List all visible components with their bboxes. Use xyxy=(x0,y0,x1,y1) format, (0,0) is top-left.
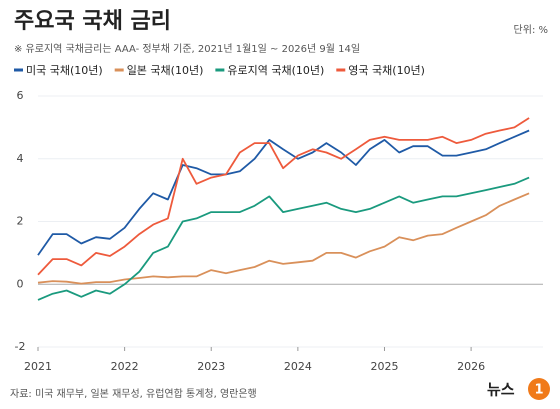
series-line xyxy=(37,117,530,276)
y-tick-label: -2 xyxy=(15,340,26,353)
x-tick-label: 2025 xyxy=(370,360,398,373)
legend-label: 미국 국채(10년) xyxy=(26,64,103,77)
x-tick-label: 2021 xyxy=(24,360,52,373)
y-tick-label: 6 xyxy=(17,89,24,102)
series-line xyxy=(37,129,530,256)
series-line xyxy=(37,192,530,285)
y-tick-label: 0 xyxy=(17,277,24,290)
y-tick-label: 4 xyxy=(17,152,24,165)
x-tick-label: 2024 xyxy=(284,360,312,373)
x-tick-label: 2022 xyxy=(111,360,139,373)
x-tick-label: 2023 xyxy=(197,360,225,373)
logo-mark: 1 xyxy=(534,383,543,398)
logo-text: 뉴스 xyxy=(487,381,515,399)
legend-label: 영국 국채(10년) xyxy=(348,64,425,77)
unit-label: 단위: % xyxy=(514,23,548,36)
y-tick-label: 2 xyxy=(17,215,24,228)
legend-label: 일본 국채(10년) xyxy=(127,63,204,77)
series-line xyxy=(37,176,530,301)
chart-title: 주요국 국채 금리 xyxy=(14,9,171,34)
legend-label: 유로지역 국채(10년) xyxy=(227,64,324,77)
logo-badge xyxy=(528,378,550,400)
source: 자료: 미국 재무부, 일본 재무성, 유럽연합 통계청, 영란은행 xyxy=(10,388,257,400)
x-tick-label: 2026 xyxy=(457,360,485,373)
chart-subtitle: ※ 유로지역 국채금리는 AAA- 정부채 기준, 2021년 1월1일 ~ 2… xyxy=(14,43,360,55)
